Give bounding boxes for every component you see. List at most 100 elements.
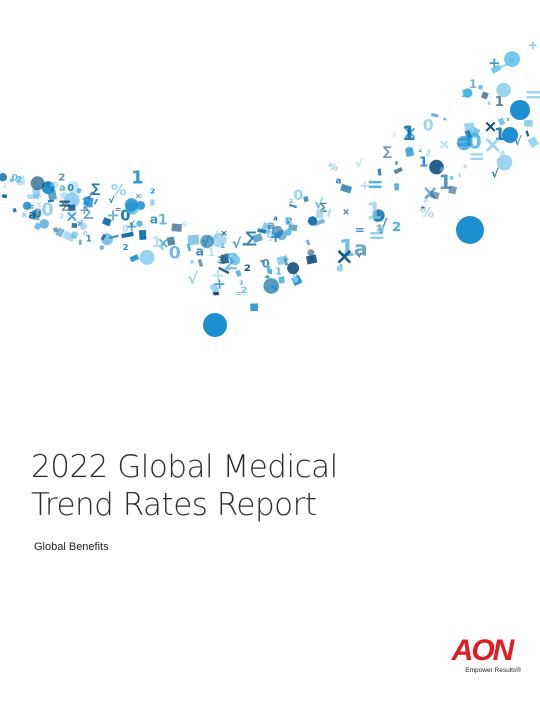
glyph: × [65, 207, 78, 226]
dot-shape [263, 278, 280, 294]
block-shape [78, 239, 82, 246]
glyph: 0 [68, 183, 75, 194]
dot-shape [229, 254, 241, 266]
glyph: 0 [262, 258, 270, 271]
dot-shape [478, 85, 483, 90]
block-shape [490, 64, 502, 74]
block-shape [171, 223, 182, 232]
block-shape [306, 254, 318, 265]
glyph: 1 [469, 77, 477, 91]
glyph: × [335, 244, 354, 270]
glyph: a [267, 218, 275, 232]
glyph: = [367, 172, 384, 196]
glyph: ∑ [383, 144, 392, 159]
block-shape [31, 209, 41, 221]
glyph: √ [129, 220, 135, 230]
glyph: × [135, 192, 142, 201]
block-shape [50, 185, 55, 192]
glyph: 0 [293, 272, 298, 280]
glyph: + [78, 217, 85, 227]
glyph: 1 [152, 235, 162, 251]
glyph: ² [123, 243, 129, 259]
glyph: 0 [41, 200, 53, 220]
block-shape [429, 190, 440, 200]
glyph: √ [188, 269, 199, 288]
block-shape [266, 265, 271, 274]
block-shape [278, 276, 285, 284]
block-shape [305, 239, 311, 246]
glyph: ∑ [320, 202, 328, 213]
glyph: ∑ [91, 181, 100, 196]
block-shape [242, 243, 247, 246]
block-shape [33, 222, 42, 231]
glyph: 1 [366, 198, 382, 225]
glyph: + [125, 217, 138, 235]
glyph: 1 [158, 213, 168, 229]
glyph: a [500, 148, 505, 157]
glyph: ∑ [245, 228, 256, 246]
pie-shape [510, 100, 530, 120]
pie-shape [203, 313, 227, 337]
block-shape [252, 233, 263, 243]
dot-shape [307, 249, 315, 256]
glyph: a [45, 180, 50, 189]
glyph: 1 [494, 125, 505, 144]
glyph: 0 [122, 225, 128, 235]
glyph: 1 [419, 154, 429, 170]
glyph: 0 [12, 173, 18, 184]
glyph: × [21, 210, 28, 220]
block-shape [395, 161, 398, 165]
glyph: = [27, 202, 35, 213]
glyph: × [342, 207, 350, 218]
glyph: = [115, 204, 122, 214]
block-shape [250, 303, 259, 312]
glyph: 1 [131, 168, 143, 188]
block-shape [197, 258, 204, 268]
dot-shape [99, 245, 105, 251]
dot-shape [39, 219, 49, 229]
dot-shape [124, 198, 139, 212]
block-shape [394, 183, 400, 191]
glyph: a [150, 212, 159, 227]
block-shape [425, 148, 432, 157]
dot-shape [292, 276, 299, 283]
glyph: 0 [120, 207, 130, 224]
block-shape [303, 196, 309, 203]
glyph: + [79, 203, 89, 217]
block-shape [159, 244, 165, 251]
glyph: 1 [402, 122, 416, 145]
block-shape [288, 223, 298, 232]
glyph: ² [239, 280, 243, 291]
glyph: × [157, 234, 170, 252]
glyph: √ [357, 253, 362, 260]
glyph: ² [392, 132, 396, 143]
block-shape [186, 243, 192, 252]
glyph: + [106, 206, 119, 225]
glyph: ∑ [62, 201, 69, 212]
glyph: √ [491, 167, 499, 181]
glyph: ∑ [36, 202, 43, 212]
glyph: 0 [423, 116, 434, 135]
glyph: × [403, 123, 417, 143]
dot-shape [463, 88, 473, 98]
glyph: a [376, 222, 385, 237]
dot-shape [67, 181, 79, 193]
glyph: ² [487, 100, 490, 109]
glyph: ² [271, 222, 274, 230]
block-shape [187, 234, 200, 246]
block-shape [218, 266, 230, 275]
block-shape [16, 175, 26, 186]
glyph: ² [58, 171, 66, 191]
brand-tagline: Empower Results® [465, 667, 521, 674]
dot-shape [0, 173, 8, 182]
block-shape [101, 217, 112, 227]
glyph: 0 [182, 220, 187, 228]
dot-shape [336, 265, 343, 272]
dot-shape [30, 176, 45, 191]
glyph: = [468, 145, 485, 168]
glyph: a [354, 237, 368, 261]
glyph: √ [376, 218, 388, 238]
block-shape [443, 117, 447, 121]
subtitle: Global Benefits [34, 541, 109, 553]
hero-illustration: 00aa×+=+∑+111√∑0²×²1²√%+a1×0√=0=+√+×0√²²… [0, 38, 540, 337]
